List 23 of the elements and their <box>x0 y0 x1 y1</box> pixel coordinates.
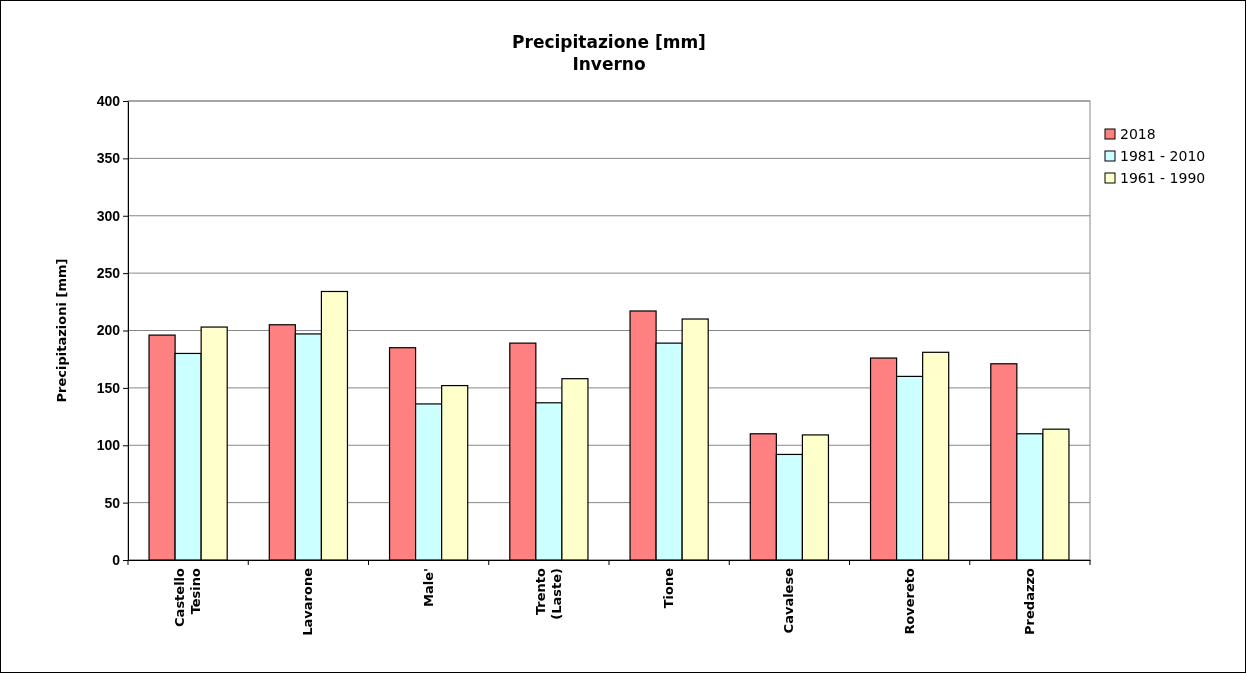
y-tick-label: 250 <box>96 265 121 282</box>
y-tick-label: 300 <box>96 207 121 224</box>
y-tick-label: 100 <box>96 437 121 454</box>
legend-label: 2018 <box>1120 126 1156 142</box>
x-tick-label: Lavarone <box>300 567 316 636</box>
y-axis-title: Precipitazioni [mm] <box>54 258 69 403</box>
y-tick-label: 400 <box>96 92 121 109</box>
x-tick-label: Cavalese <box>781 567 797 634</box>
chart-subtitle: Inverno <box>572 54 646 74</box>
y-tick-label: 150 <box>96 379 121 396</box>
chart-title: Precipitazione [mm] <box>512 32 706 52</box>
legend-label: 1981 - 2010 <box>1120 148 1206 164</box>
legend-label: 1961 - 1990 <box>1120 170 1206 186</box>
y-tick-label: 200 <box>96 322 121 339</box>
x-tick-label: Predazzo <box>1021 567 1037 635</box>
x-tick-label: Trento (Laste) <box>532 567 564 620</box>
y-tick-label: 350 <box>96 150 121 167</box>
x-tick-label: Rovereto <box>901 567 917 635</box>
y-tick-label: 0 <box>112 551 121 568</box>
x-tick-label: Male' <box>420 568 436 607</box>
x-tick-label: Castello Tesino <box>172 567 204 627</box>
y-tick-label: 50 <box>104 494 121 511</box>
x-tick-label: Tione <box>661 567 677 609</box>
